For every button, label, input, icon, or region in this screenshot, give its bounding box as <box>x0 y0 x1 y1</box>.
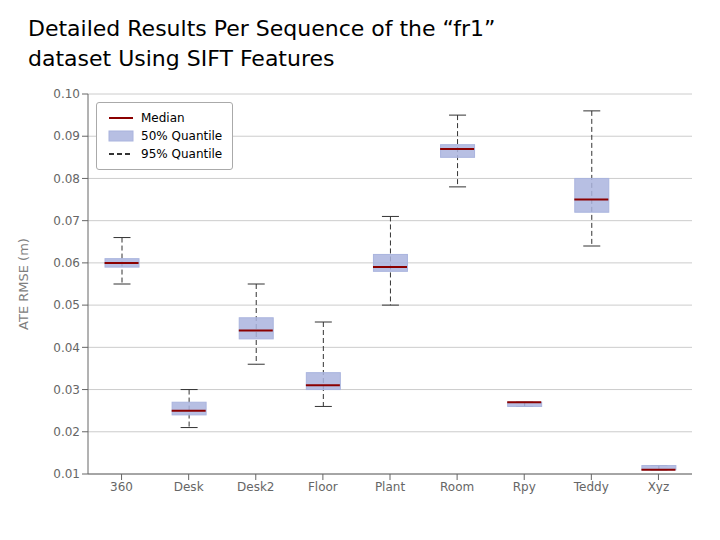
svg-text:0.10: 0.10 <box>53 87 80 101</box>
svg-text:0.07: 0.07 <box>53 214 80 228</box>
svg-text:Room: Room <box>440 480 474 494</box>
svg-text:0.03: 0.03 <box>53 383 80 397</box>
svg-text:0.01: 0.01 <box>53 467 80 481</box>
svg-text:Teddy: Teddy <box>573 480 609 494</box>
svg-text:0.04: 0.04 <box>53 341 80 355</box>
svg-text:0.05: 0.05 <box>53 298 80 312</box>
svg-text:Rpy: Rpy <box>513 480 536 494</box>
html-text:95% Quantile: 95% Quantile <box>141 147 223 161</box>
svg-text:Plant: Plant <box>375 480 406 494</box>
svg-text:Desk2: Desk2 <box>237 480 274 494</box>
svg-text:0.02: 0.02 <box>53 425 80 439</box>
svg-text:Xyz: Xyz <box>648 480 670 494</box>
html-text:Detailed Results Per Sequence: Detailed Results Per Sequence of the “fr… <box>28 16 496 41</box>
html-text:50% Quantile: 50% Quantile <box>141 129 223 143</box>
svg-text:0.06: 0.06 <box>53 256 80 270</box>
svg-text:0.08: 0.08 <box>53 172 80 186</box>
html-text:Median: Median <box>141 111 185 125</box>
svg-text:ATE RMSE (m): ATE RMSE (m) <box>16 238 31 330</box>
svg-text:0.09: 0.09 <box>53 129 80 143</box>
svg-text:360: 360 <box>110 480 133 494</box>
svg-text:Floor: Floor <box>308 480 338 494</box>
svg-text:Desk: Desk <box>174 480 204 494</box>
html-text:dataset Using SIFT Features: dataset Using SIFT Features <box>28 46 335 71</box>
